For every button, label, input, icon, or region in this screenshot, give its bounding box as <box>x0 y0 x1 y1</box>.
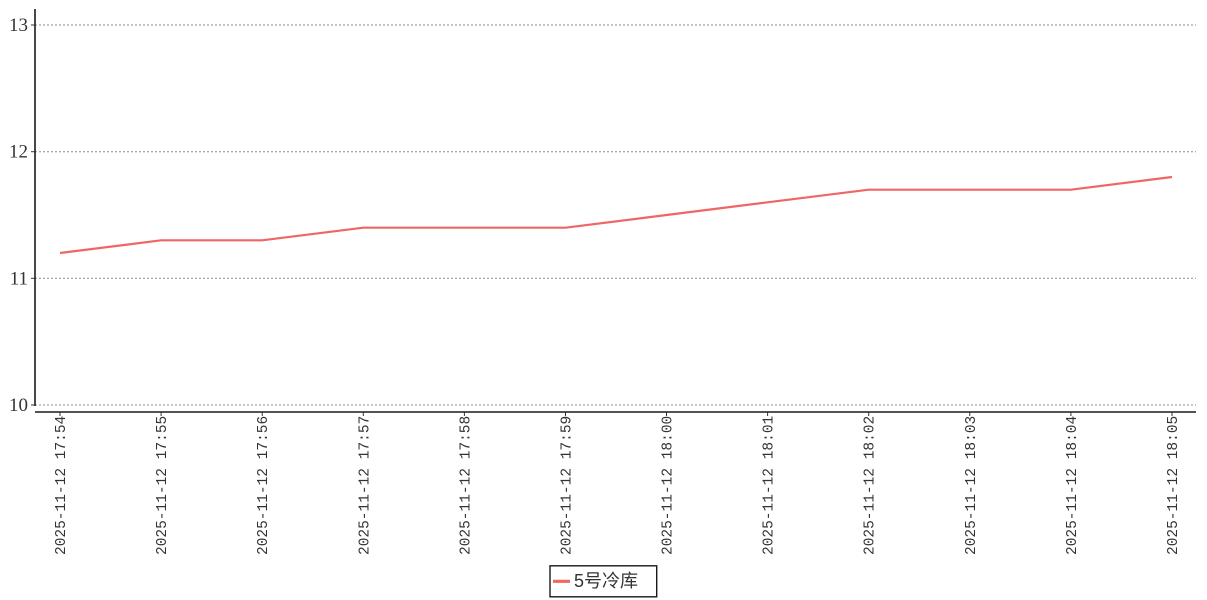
svg-text:2025-11-12 18:04: 2025-11-12 18:04 <box>1065 416 1081 555</box>
svg-text:2025-11-12 18:01: 2025-11-12 18:01 <box>762 416 778 555</box>
svg-text:2025-11-12 17:56: 2025-11-12 17:56 <box>256 416 272 555</box>
svg-text:2025-11-12 17:55: 2025-11-12 17:55 <box>155 416 171 555</box>
svg-text:12: 12 <box>9 142 28 163</box>
svg-text:2025-11-12 17:58: 2025-11-12 17:58 <box>458 416 474 555</box>
svg-text:2025-11-12 17:54: 2025-11-12 17:54 <box>54 416 70 555</box>
svg-text:2025-11-12 17:57: 2025-11-12 17:57 <box>357 416 373 555</box>
svg-text:2025-11-12 18:03: 2025-11-12 18:03 <box>964 416 980 555</box>
svg-text:2025-11-12 18:02: 2025-11-12 18:02 <box>863 416 879 555</box>
svg-text:2025-11-12 17:59: 2025-11-12 17:59 <box>560 416 576 555</box>
svg-text:2025-11-12 18:00: 2025-11-12 18:00 <box>661 416 677 555</box>
svg-text:11: 11 <box>10 268 28 289</box>
svg-text:10: 10 <box>9 395 28 416</box>
svg-text:13: 13 <box>9 15 28 36</box>
svg-text:2025-11-12 18:05: 2025-11-12 18:05 <box>1166 416 1182 555</box>
svg-text:5号冷库: 5号冷库 <box>574 571 638 591</box>
